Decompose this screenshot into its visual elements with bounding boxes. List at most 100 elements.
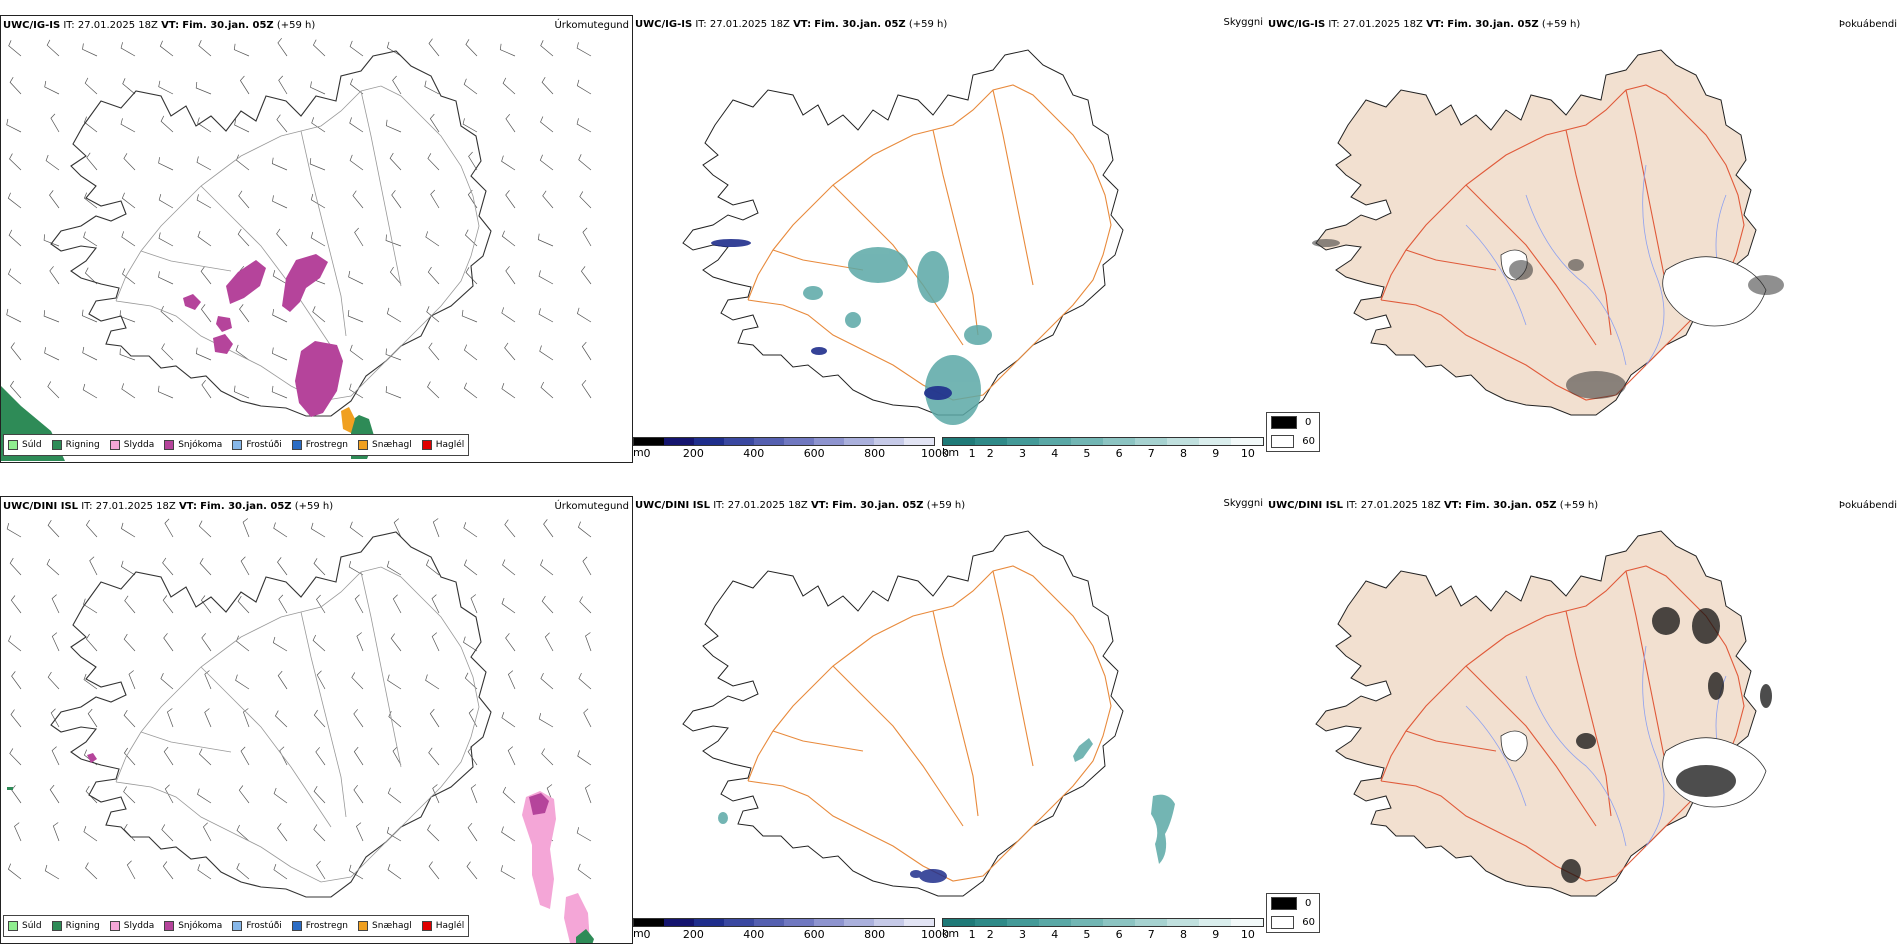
wind-barb bbox=[9, 380, 22, 399]
wind-barb bbox=[272, 195, 288, 209]
legend-swatch bbox=[51, 440, 62, 450]
wind-barb bbox=[385, 234, 402, 247]
colorbar-tick-label: 200 bbox=[682, 928, 704, 941]
wind-barb bbox=[312, 39, 326, 57]
wind-barb bbox=[272, 347, 288, 361]
colorbar-segment bbox=[874, 919, 904, 926]
wind-barb bbox=[580, 266, 592, 285]
wind-barb bbox=[463, 344, 478, 361]
wind-barb bbox=[576, 118, 592, 133]
ceiling-bar bbox=[633, 437, 935, 446]
legend-label: Slydda bbox=[123, 921, 155, 931]
wind-barb bbox=[9, 153, 22, 171]
wind-barb bbox=[542, 190, 554, 209]
wind-barb bbox=[431, 594, 440, 614]
wind-barb bbox=[277, 823, 288, 842]
wind-barb bbox=[274, 710, 288, 728]
colorbar-segment bbox=[694, 438, 724, 445]
wind-barb bbox=[276, 228, 288, 247]
wind-barb bbox=[46, 39, 60, 57]
wind-barb bbox=[158, 157, 174, 171]
wind-barb bbox=[273, 522, 288, 538]
visibility-map bbox=[682, 49, 1124, 425]
wind-barb bbox=[128, 670, 136, 690]
wind-barb bbox=[160, 673, 174, 690]
wind-barb bbox=[356, 632, 364, 652]
legend-swatch bbox=[109, 921, 120, 931]
wind-barb bbox=[89, 556, 98, 576]
wind-barb bbox=[428, 747, 440, 766]
wind-barb bbox=[465, 267, 478, 285]
wind-barb bbox=[236, 824, 250, 842]
wind-barb bbox=[196, 194, 212, 209]
wind-barb bbox=[242, 518, 250, 538]
fog-legend-item: 0 bbox=[1267, 894, 1319, 913]
wind-barb bbox=[235, 154, 250, 171]
wind-barb bbox=[121, 231, 136, 247]
wind-barb bbox=[387, 787, 402, 804]
wind-barb bbox=[8, 635, 22, 652]
legend-label: 0 bbox=[1305, 898, 1312, 909]
wind-barb bbox=[166, 708, 174, 728]
wind-barb bbox=[50, 708, 60, 728]
wind-barb bbox=[431, 632, 440, 652]
wind-barb bbox=[237, 596, 250, 614]
wind-barb bbox=[310, 81, 326, 95]
colorbar-segment bbox=[1135, 919, 1167, 926]
legend-label: Slydda bbox=[123, 440, 155, 450]
panel-name: Þokuábendi bbox=[1838, 19, 1897, 30]
wind-barb bbox=[120, 42, 136, 57]
wind-barb bbox=[387, 674, 402, 690]
wind-barb bbox=[577, 521, 592, 538]
low-vis-areas bbox=[718, 738, 1175, 864]
wind-barb bbox=[200, 595, 212, 614]
wind-barb bbox=[51, 632, 60, 652]
wind-barb bbox=[84, 267, 98, 285]
wind-barb bbox=[465, 39, 478, 57]
colorbar-tick-label: 5 bbox=[1083, 928, 1091, 941]
colorbar-segment bbox=[1199, 438, 1231, 445]
legend-swatch bbox=[51, 921, 62, 931]
wind-barb bbox=[163, 746, 174, 766]
wind-barb bbox=[160, 115, 174, 133]
precip-legend-item: Súld bbox=[8, 440, 42, 450]
wind-barb bbox=[347, 309, 364, 323]
legend-label: Frostúði bbox=[246, 440, 282, 450]
fog-map bbox=[1315, 530, 1772, 897]
wind-barb bbox=[160, 305, 174, 323]
wind-barb bbox=[351, 672, 364, 690]
wind-barb bbox=[463, 78, 478, 95]
wind-barb bbox=[198, 520, 212, 538]
wind-barb bbox=[389, 266, 402, 285]
low-vis-areas bbox=[803, 247, 992, 425]
wind-barb bbox=[501, 230, 516, 247]
colorbar-segment bbox=[874, 438, 904, 445]
wind-barb bbox=[349, 117, 364, 133]
wind-barb bbox=[463, 636, 478, 652]
wind-barb bbox=[278, 75, 288, 95]
wind-barb bbox=[123, 710, 136, 728]
wind-barb bbox=[159, 40, 174, 57]
ceiling-ticks: 0 200 400 600 800 1000 bbox=[633, 927, 950, 941]
colorbar-segment bbox=[1199, 919, 1231, 926]
wind-barb bbox=[315, 747, 326, 766]
wind-barb bbox=[123, 747, 136, 766]
wind-barb bbox=[392, 75, 402, 95]
colorbar-segment bbox=[943, 438, 975, 445]
legend-swatch bbox=[1271, 897, 1297, 910]
precip-legend-item: Haglél bbox=[421, 440, 464, 450]
precip-legend-item: Frostúði bbox=[232, 921, 282, 931]
legend-label: Snæhagl bbox=[372, 921, 412, 931]
ceiling-colorbar-bottom: m 0 200 400 600 800 1000 bbox=[633, 918, 950, 941]
legend-label: Snjókoma bbox=[178, 921, 223, 931]
wind-barb bbox=[427, 266, 440, 285]
wind-barb bbox=[83, 673, 98, 690]
colorbar-segment bbox=[844, 438, 874, 445]
fog-legend-top: 0 60 bbox=[1266, 412, 1320, 452]
wind-barb bbox=[505, 633, 516, 652]
wind-barb bbox=[9, 77, 22, 95]
legend-label: Haglél bbox=[435, 921, 465, 931]
wind-barb bbox=[389, 152, 402, 171]
wind-barb bbox=[120, 560, 136, 576]
wind-barb bbox=[581, 341, 592, 361]
